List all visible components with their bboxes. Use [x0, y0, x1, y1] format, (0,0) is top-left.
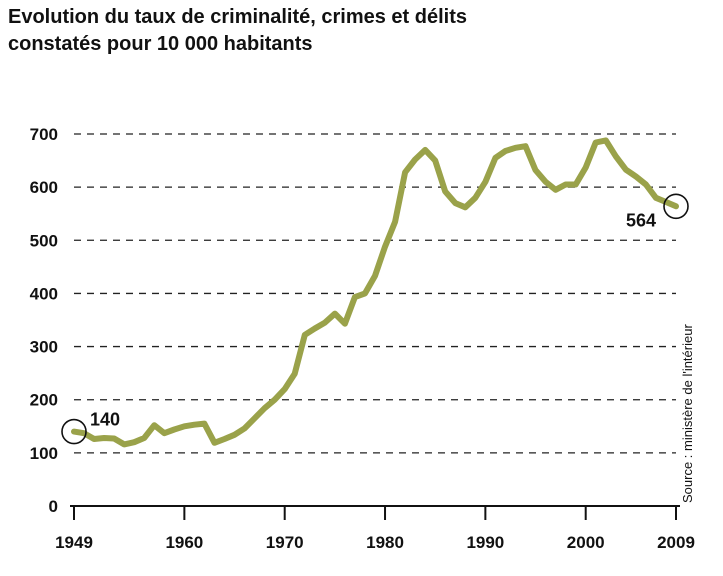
y-tick-label-300: 300 [30, 338, 58, 357]
x-tick-label-2009: 2009 [657, 533, 695, 552]
y-tick-label-700: 700 [30, 125, 58, 144]
annotation-label-140: 140 [90, 410, 120, 430]
highlight-circle-140 [61, 418, 87, 445]
y-axis-ticks: 0 100 200 300 400 500 600 700 [30, 125, 58, 516]
y-tick-label-400: 400 [30, 284, 58, 303]
x-tick-label-1960: 1960 [165, 533, 203, 552]
y-tick-label-100: 100 [30, 444, 58, 463]
series-layer [71, 137, 679, 448]
chart-title: Evolution du taux de criminalité, crimes… [8, 4, 608, 58]
chart-title-line-2: constatés pour 10 000 habitants [8, 33, 313, 55]
y-tick-label-600: 600 [30, 178, 58, 197]
y-tick-label-500: 500 [30, 231, 58, 250]
series-line-0 [71, 137, 679, 448]
x-tick-label-1990: 1990 [466, 533, 504, 552]
x-axis: 1949 1960 1970 1980 1990 2000 2009 [55, 505, 695, 552]
highlight-circle-564 [663, 193, 689, 220]
x-tick-label-1949: 1949 [55, 533, 93, 552]
annotation-label-564: 564 [626, 210, 656, 230]
annotations-layer: 140 564 [61, 193, 689, 445]
x-tick-label-1970: 1970 [266, 533, 304, 552]
grid-lines [74, 133, 676, 454]
y-tick-label-200: 200 [30, 391, 58, 410]
source-note: Source : ministère de l'intérieur [680, 324, 695, 503]
y-tick-label-0: 0 [49, 497, 58, 516]
chart-title-line-1: Evolution du taux de criminalité, crimes… [8, 6, 468, 28]
x-tick-label-2000: 2000 [567, 533, 605, 552]
x-tick-label-1980: 1980 [366, 533, 404, 552]
